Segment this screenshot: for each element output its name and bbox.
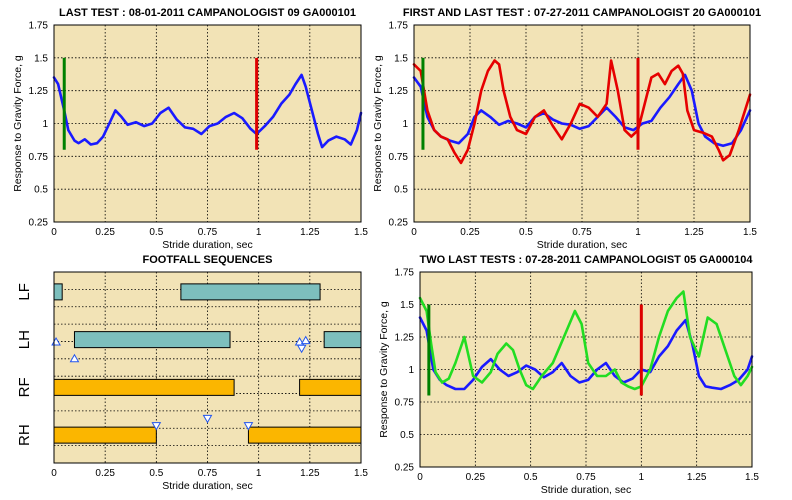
y-tick-label: 1.5 [400, 300, 414, 311]
series-line-blue [52, 73, 363, 149]
y-tick-label: 1.5 [394, 53, 408, 64]
y-tick-label: 1 [408, 365, 414, 376]
x-tick-label: 0.5 [149, 227, 163, 238]
y-tick-label: 0.5 [394, 185, 408, 196]
y-tick-label: 1.25 [395, 333, 415, 344]
x-tick-label: 0.5 [524, 472, 538, 483]
x-tick-label: 1 [256, 468, 262, 479]
footfall-bar-lh [73, 331, 231, 349]
chart-title: FIRST AND LAST TEST : 07-27-2011 CAMPANO… [403, 7, 761, 19]
y-tick-label: 1 [402, 119, 408, 130]
leg-label-lf: LF [16, 283, 33, 301]
footfall-event-triangle [243, 422, 254, 431]
x-tick-label: 0.75 [198, 468, 218, 479]
chart-footfall-sequences: FOOTFALL SEQUENCES 0 0.25 0.5 0.75 1 1.25 1.5 St… [16, 254, 368, 492]
x-tick-label: 0.5 [149, 468, 163, 479]
x-tick-label: 0.25 [95, 468, 115, 479]
x-tick-label: 1.5 [354, 227, 368, 238]
x-tick-label: 1 [635, 227, 641, 238]
y-tick-label: 1.75 [395, 268, 415, 279]
series-line-blue [412, 73, 752, 148]
x-tick-label: 0.75 [572, 227, 592, 238]
y-tick-label: 1.5 [34, 53, 48, 64]
x-tick-label: 1.25 [687, 472, 707, 483]
leg-label-rh: RH [16, 424, 33, 446]
y-tick-label: 0.75 [389, 152, 409, 163]
x-tick-label: 0 [411, 227, 417, 238]
footfall-event-triangle [296, 344, 307, 354]
x-tick-label: 0.25 [95, 227, 115, 238]
series-line-blue [418, 316, 754, 391]
x-tick-label: 0 [51, 227, 57, 238]
footfall-bar-rf [53, 378, 235, 396]
x-tick-label: 1.25 [300, 468, 320, 479]
y-tick-label: 1.25 [389, 86, 409, 97]
y-axis-label: Response to Gravity Force, g [12, 55, 24, 192]
y-tick-label: 1.75 [29, 21, 49, 32]
x-tick-label: 1 [639, 472, 645, 483]
leg-label-rf: RF [16, 377, 33, 397]
plot-border [419, 271, 753, 468]
chart-two-last-tests: TWO LAST TESTS : 07-28-2011 CAMPANOLOGIS… [378, 254, 759, 496]
chart-title: TWO LAST TESTS : 07-28-2011 CAMPANOLOGIS… [420, 254, 754, 266]
y-tick-label: 0.75 [29, 152, 49, 163]
x-tick-label: 0.75 [198, 227, 218, 238]
x-axis-label: Stride duration, sec [537, 239, 627, 251]
x-axis-label: Stride duration, sec [541, 484, 631, 496]
series-line-red [412, 59, 752, 165]
x-tick-label: 0 [417, 472, 423, 483]
footfall-event-triangle [300, 335, 311, 345]
footfall-event-triangle [69, 353, 80, 363]
chart-title: FOOTFALL SEQUENCES [143, 254, 273, 266]
chart-first-and-last-test: FIRST AND LAST TEST : 07-27-2011 CAMPANO… [372, 7, 761, 251]
plot-border [53, 271, 362, 464]
y-tick-label: 0.25 [29, 218, 49, 229]
footfall-bar-lf [180, 283, 321, 301]
x-tick-label: 0.5 [519, 227, 533, 238]
chart-title: LAST TEST : 08-01-2011 CAMPANOLOGIST 09 … [59, 7, 356, 19]
y-tick-label: 0.5 [34, 185, 48, 196]
footfall-event-triangle [202, 414, 213, 424]
x-tick-label: 0 [51, 468, 57, 479]
y-tick-label: 1.25 [29, 86, 49, 97]
chart-last-test: LAST TEST : 08-01-2011 CAMPANOLOGIST 09 … [12, 7, 368, 251]
x-axis-label: Stride duration, sec [162, 480, 252, 492]
x-tick-label: 1.25 [684, 227, 704, 238]
y-tick-label: 0.75 [395, 398, 415, 409]
x-axis-label: Stride duration, sec [162, 239, 252, 251]
footfall-bar-rh [247, 426, 362, 444]
x-tick-label: 0.25 [466, 472, 486, 483]
footfall-event-triangle [151, 422, 162, 431]
y-axis-label: Response to Gravity Force, g [372, 55, 384, 192]
leg-label-lh: LH [16, 330, 33, 349]
y-tick-label: 1 [42, 119, 48, 130]
footfall-bar-rf [299, 378, 362, 396]
y-tick-label: 1.75 [389, 21, 409, 32]
x-tick-label: 1.5 [743, 227, 757, 238]
x-tick-label: 1.5 [354, 468, 368, 479]
y-tick-label: 0.5 [400, 430, 414, 441]
series-line-green [418, 290, 754, 391]
x-tick-label: 1.25 [300, 227, 320, 238]
x-tick-label: 1.5 [745, 472, 759, 483]
footfall-bar-lh [323, 331, 362, 349]
y-axis-label: Response to Gravity Force, g [378, 301, 390, 438]
plot-border [413, 24, 751, 223]
plot-border [53, 24, 362, 223]
x-tick-label: 0.75 [576, 472, 596, 483]
footfall-bar-rh [53, 426, 157, 444]
y-tick-label: 0.25 [395, 463, 415, 474]
footfall-bar-lf [53, 283, 63, 301]
x-tick-label: 0.25 [460, 227, 480, 238]
x-tick-label: 1 [256, 227, 262, 238]
y-tick-label: 0.25 [389, 218, 409, 229]
